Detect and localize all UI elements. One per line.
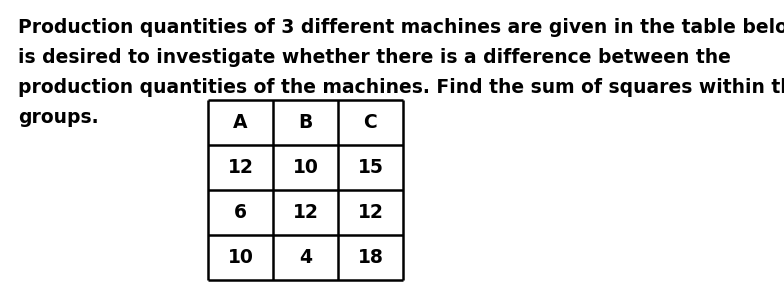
Text: 12: 12 bbox=[358, 203, 383, 222]
Text: 10: 10 bbox=[292, 158, 318, 177]
Text: 12: 12 bbox=[227, 158, 253, 177]
Text: production quantities of the machines. Find the sum of squares within the: production quantities of the machines. F… bbox=[18, 78, 784, 97]
Text: 6: 6 bbox=[234, 203, 247, 222]
Text: 12: 12 bbox=[292, 203, 318, 222]
Text: is desired to investigate whether there is a difference between the: is desired to investigate whether there … bbox=[18, 48, 731, 67]
Text: 18: 18 bbox=[358, 248, 383, 267]
Text: C: C bbox=[364, 113, 377, 132]
Text: B: B bbox=[299, 113, 313, 132]
Text: 4: 4 bbox=[299, 248, 312, 267]
Text: A: A bbox=[234, 113, 248, 132]
Text: groups.: groups. bbox=[18, 108, 99, 127]
Text: 10: 10 bbox=[227, 248, 253, 267]
Text: Production quantities of 3 different machines are given in the table below. It: Production quantities of 3 different mac… bbox=[18, 18, 784, 37]
Text: 15: 15 bbox=[358, 158, 383, 177]
